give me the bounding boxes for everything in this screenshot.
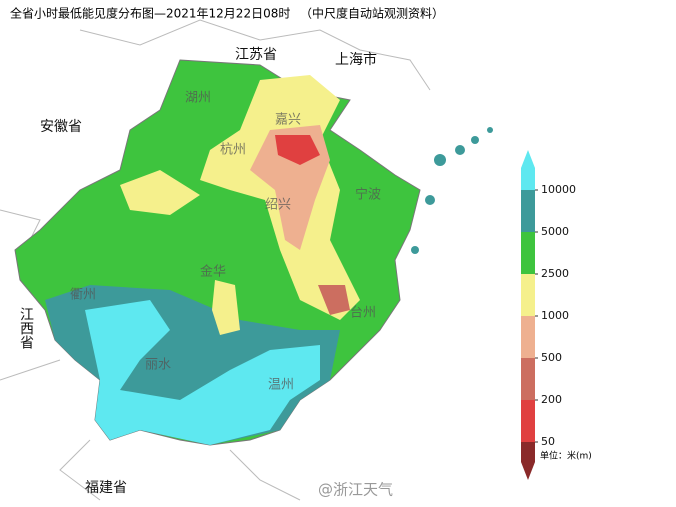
legend-swatch	[521, 316, 535, 358]
legend-swatch	[521, 400, 535, 442]
city-label: 绍兴	[265, 198, 291, 213]
legend-label: 500	[541, 351, 562, 364]
province-label: 江西省	[18, 307, 34, 349]
legend-arrow-bottom	[521, 462, 535, 480]
city-label: 杭州	[220, 143, 246, 158]
city-label: 台州	[350, 306, 376, 321]
watermark: @浙江天气	[318, 481, 393, 499]
city-label: 丽水	[145, 358, 171, 373]
title: 全省小时最低能见度分布图—2021年12月22日08时	[10, 6, 290, 21]
legend-swatch	[521, 358, 535, 400]
legend-swatch	[521, 232, 535, 274]
yellow-zone	[212, 280, 240, 335]
legend-label: 2500	[541, 267, 569, 280]
province-label: 福建省	[85, 480, 127, 496]
city-label: 衢州	[70, 288, 96, 303]
legend-swatch	[521, 190, 535, 232]
legend-label: 5000	[541, 225, 569, 238]
legend-arrow-top	[521, 150, 535, 168]
city-label: 湖州	[185, 91, 211, 106]
legend-label: 10000	[541, 183, 576, 196]
city-label: 金华	[200, 264, 226, 280]
legend-label: 1000	[541, 309, 569, 322]
source: （中尺度自动站观测资料）	[300, 6, 444, 21]
city-label: 嘉兴	[275, 113, 301, 128]
province-label: 安徽省	[40, 119, 82, 135]
city-label: 温州	[268, 378, 294, 393]
legend-swatch	[521, 168, 535, 190]
legend-label: 200	[541, 393, 562, 406]
borders	[0, 19, 431, 501]
city-label: 宁波	[355, 187, 381, 203]
islands	[411, 127, 493, 254]
province-label: 上海市	[335, 51, 377, 68]
legend-label: 50	[541, 435, 555, 448]
red-zone	[318, 285, 350, 315]
cyan-zone	[85, 300, 320, 445]
province-label: 江苏省	[235, 47, 277, 63]
red-zone	[275, 135, 320, 165]
yellow-zone	[120, 170, 200, 215]
legend-swatch	[521, 442, 535, 462]
legend-unit: 单位：米(m)	[540, 450, 592, 462]
legend-swatch	[521, 274, 535, 316]
